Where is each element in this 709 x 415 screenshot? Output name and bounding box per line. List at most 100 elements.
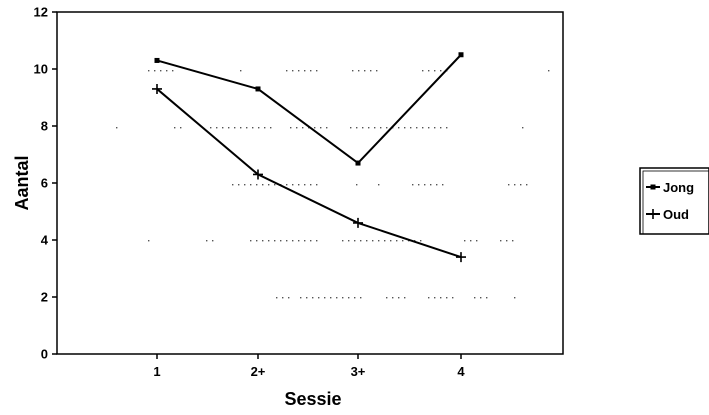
x-axis: 1 2+ 3+ 4 (153, 354, 465, 379)
legend-label-jong: Jong (663, 180, 694, 195)
noise-dot (514, 297, 516, 299)
noise-dot (330, 297, 332, 299)
noise-dot (180, 127, 182, 129)
noise-dot (402, 240, 404, 242)
noise-dot (412, 184, 414, 186)
series-jong (154, 52, 464, 166)
noise-dot (276, 297, 278, 299)
y-tick-label: 12 (34, 5, 48, 20)
noise-dot (386, 297, 388, 299)
noise-dot (522, 127, 524, 129)
noise-dot (304, 240, 306, 242)
legend-marker (650, 184, 656, 190)
noise-dot (232, 184, 234, 186)
noise-dot (304, 184, 306, 186)
noise-dot (422, 70, 424, 72)
noise-dot (172, 70, 174, 72)
noise-dot (418, 184, 420, 186)
noise-dot (358, 70, 360, 72)
noise-dot (314, 127, 316, 129)
data-point (253, 169, 263, 180)
noise-dot (486, 297, 488, 299)
noise-dot (154, 70, 156, 72)
series-line (156, 54, 462, 165)
noise-dot (404, 297, 406, 299)
noise-dot (320, 127, 322, 129)
noise-dot (310, 240, 312, 242)
x-axis-title: Sessie (284, 389, 341, 409)
noise-dot (310, 70, 312, 72)
y-axis-title: Aantal (12, 155, 32, 210)
legend-marker (648, 209, 658, 219)
noise-dot (360, 240, 362, 242)
noise-dot (352, 70, 354, 72)
noise-dot (148, 240, 150, 242)
noise-dot (446, 297, 448, 299)
data-point (152, 83, 162, 94)
noise-dot (410, 127, 412, 129)
noise-dot (298, 70, 300, 72)
noise-dot (384, 240, 386, 242)
y-tick-label: 6 (41, 176, 48, 191)
noise-dot (526, 184, 528, 186)
noise-dot (310, 184, 312, 186)
noise-dot (428, 297, 430, 299)
noise-dot (292, 70, 294, 72)
noise-dot (262, 184, 264, 186)
noise-dot (262, 240, 264, 242)
noise-dot (476, 240, 478, 242)
noise-dot (440, 297, 442, 299)
noise-dot (354, 240, 356, 242)
noise-dot (452, 297, 454, 299)
noise-dot (440, 127, 442, 129)
noise-dot (174, 127, 176, 129)
noise-dot (436, 184, 438, 186)
data-point (353, 217, 363, 228)
plot-area (56, 11, 564, 355)
noise-dot (380, 127, 382, 129)
noise-dot (350, 127, 352, 129)
noise-dot (420, 240, 422, 242)
scan-noise-dots (116, 70, 550, 299)
noise-dot (404, 127, 406, 129)
noise-dot (160, 70, 162, 72)
noise-dot (348, 240, 350, 242)
noise-dot (286, 240, 288, 242)
noise-dot (264, 127, 266, 129)
noise-dot (324, 297, 326, 299)
noise-dot (512, 240, 514, 242)
x-tick-label: 2+ (251, 364, 266, 379)
noise-dot (370, 70, 372, 72)
data-point (154, 57, 160, 63)
noise-dot (430, 184, 432, 186)
series-layer (152, 52, 466, 263)
noise-dot (514, 184, 516, 186)
y-tick-label: 4 (41, 233, 49, 248)
noise-dot (424, 184, 426, 186)
noise-dot (298, 184, 300, 186)
noise-dot (252, 127, 254, 129)
noise-dot (246, 127, 248, 129)
noise-dot (464, 240, 466, 242)
y-axis: 0 2 4 6 8 10 12 (34, 5, 57, 362)
noise-dot (368, 127, 370, 129)
noise-dot (336, 297, 338, 299)
noise-dot (366, 240, 368, 242)
noise-dot (240, 127, 242, 129)
noise-dot (234, 127, 236, 129)
noise-dot (470, 240, 472, 242)
noise-dot (300, 297, 302, 299)
noise-dot (250, 240, 252, 242)
noise-dot (280, 240, 282, 242)
x-tick-label: 4 (457, 364, 465, 379)
noise-dot (228, 127, 230, 129)
data-point (456, 252, 466, 263)
y-tick-label: 8 (41, 119, 48, 134)
noise-dot (316, 240, 318, 242)
noise-dot (398, 297, 400, 299)
noise-dot (210, 127, 212, 129)
noise-dot (116, 127, 118, 129)
noise-dot (258, 127, 260, 129)
noise-dot (256, 184, 258, 186)
